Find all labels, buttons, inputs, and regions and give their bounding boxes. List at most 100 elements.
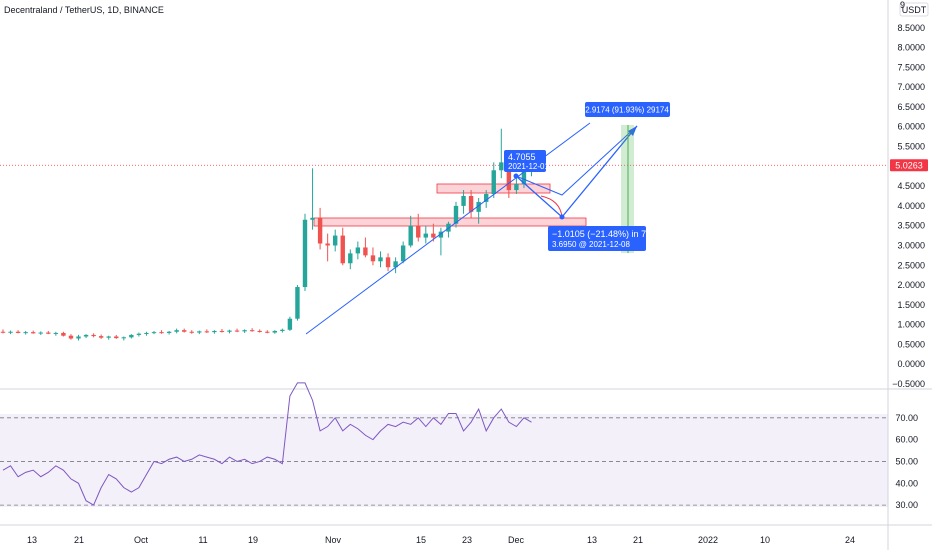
time-tick-label: 10 — [760, 535, 770, 545]
candle-body — [197, 331, 202, 333]
candle-body — [114, 336, 119, 339]
candle-body — [53, 332, 59, 334]
drawdown-label: −1.0105 (−21.48%) in 7d — [552, 229, 651, 239]
arc-marker — [540, 195, 563, 218]
candle-body — [46, 332, 51, 334]
candle-body — [476, 201, 481, 212]
time-tick-label: Nov — [325, 535, 342, 545]
candle-body — [189, 331, 194, 333]
price-tick-label: 4.0000 — [897, 201, 925, 211]
point-label-box — [504, 150, 546, 172]
candle-body — [0, 331, 6, 333]
candle-body — [166, 331, 172, 333]
price-tick-label: 6.0000 — [897, 122, 925, 132]
rsi-guides — [0, 417, 888, 506]
candle-body — [506, 162, 512, 191]
time-tick-label: Dec — [508, 535, 525, 545]
candle-body — [461, 196, 466, 206]
candles — [0, 128, 534, 341]
candle-body — [348, 253, 353, 264]
candle-body — [295, 287, 300, 319]
price-tick-label: 8.0000 — [897, 43, 925, 53]
time-tick-label: 21 — [633, 535, 643, 545]
time-tick-label: 23 — [462, 535, 472, 545]
point-date: 2021-12-01 — [508, 162, 549, 171]
candle-body — [249, 330, 255, 332]
candle-body — [212, 330, 217, 333]
candle-body — [121, 337, 126, 339]
candle-body — [227, 330, 232, 332]
candle-body — [484, 194, 489, 202]
price-tick-label: 5.5000 — [897, 142, 925, 152]
time-tick-label: 19 — [248, 535, 258, 545]
candle-body — [76, 336, 81, 339]
time-tick-label: 13 — [27, 535, 37, 545]
candle-body — [129, 334, 134, 338]
candle-body — [106, 336, 111, 338]
last-price-label: 5.0263 — [895, 160, 923, 170]
candle-body — [98, 336, 104, 338]
candle-body — [521, 170, 527, 185]
candle-body — [431, 233, 436, 238]
candle-body — [219, 330, 225, 332]
candle-body — [302, 219, 308, 288]
candle-body — [144, 332, 149, 334]
time-axis: 13 21 Oct 11 19 Nov 15 23 Dec 13 21 2022 10 24 — [27, 535, 855, 545]
drawdown-label-box — [548, 226, 646, 251]
candle-body — [91, 334, 96, 337]
time-tick-label: 21 — [74, 535, 84, 545]
candle-body — [83, 334, 89, 337]
time-tick-label: 15 — [416, 535, 426, 545]
candle-body — [317, 217, 323, 244]
candle-body — [257, 330, 262, 332]
point-price: 4.7055 — [508, 152, 536, 162]
candle-body — [182, 330, 187, 332]
price-tick-label: 0.0000 — [897, 359, 925, 369]
projection-path-alt[interactable] — [515, 125, 638, 196]
rsi-tick-label: 50.00 — [895, 456, 918, 466]
price-tick-label: 0.5000 — [897, 339, 925, 349]
candle-body — [8, 331, 13, 333]
currency-label: USDT — [902, 5, 927, 15]
time-tick-label: 11 — [198, 535, 207, 545]
price-axis-top-partial: 9 — [900, 0, 905, 10]
price-tick-label: −0.5000 — [892, 379, 925, 389]
price-tick-label: 3.5000 — [897, 221, 925, 231]
candle-body — [514, 184, 519, 191]
candle-body — [61, 332, 66, 336]
rsi-line — [2, 382, 532, 506]
candle-body — [23, 332, 28, 334]
candle-body — [159, 332, 164, 334]
candle-body — [31, 332, 36, 334]
chart-title: Decentraland / TetherUS, 1D, BINANCE — [4, 5, 164, 15]
price-tick-label: 4.5000 — [897, 181, 925, 191]
candle-body — [468, 196, 474, 212]
candle-body — [333, 235, 338, 246]
candle-body — [234, 330, 240, 332]
candle-body — [265, 331, 270, 333]
candle-body — [378, 257, 383, 262]
candle-body — [499, 162, 504, 171]
candle-body — [393, 261, 398, 268]
candle-body — [68, 335, 74, 339]
target-label-box — [585, 102, 670, 117]
candle-body — [408, 225, 413, 246]
trendline-main[interactable] — [305, 122, 591, 335]
price-tick-label: 1.5000 — [897, 300, 925, 310]
currency-badge[interactable] — [899, 2, 929, 17]
rsi-tick-label: 40.00 — [895, 478, 918, 488]
candle-body — [416, 225, 421, 238]
candle-body — [453, 205, 459, 224]
price-tick-label: 6.5000 — [897, 102, 925, 112]
price-tick-label: 8.5000 — [897, 23, 925, 33]
candle-body — [491, 170, 496, 195]
rsi-band — [0, 414, 888, 507]
candle-body — [385, 257, 391, 268]
candle-body — [38, 332, 43, 334]
rsi-series — [2, 382, 532, 506]
candle-body — [423, 233, 428, 238]
candle-body — [355, 247, 361, 254]
candle-body — [242, 330, 247, 332]
price-axis: 8.5000 8.0000 7.5000 7.0000 6.5000 6.0000 5.50… — [892, 23, 925, 389]
